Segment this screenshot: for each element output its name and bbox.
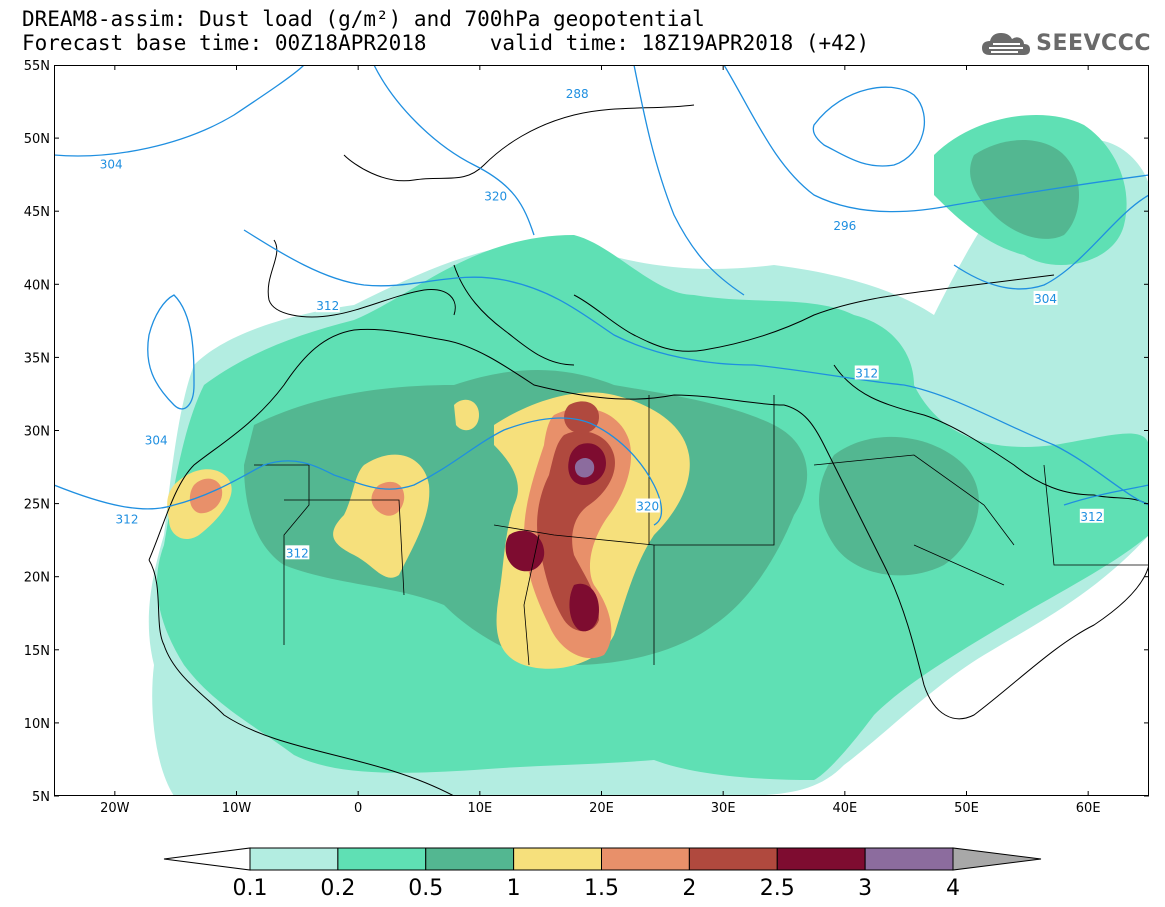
colorbar-label: 1.5 (584, 876, 619, 901)
longitude-axis (114, 65, 1089, 796)
lat-label: 10N (24, 717, 50, 732)
map-title-line2: Forecast base time: 00Z18APR2018 valid t… (22, 31, 870, 55)
contour-label-bg (1079, 508, 1104, 523)
colorbar-segment (425, 847, 515, 871)
geopotential-contours (54, 65, 1149, 526)
colorbar-segment (337, 847, 427, 871)
lon-label: 60E (1076, 801, 1101, 816)
contour-label: 320 (484, 190, 507, 204)
lat-label: 15N (24, 644, 50, 659)
contour-label-bg (315, 298, 340, 313)
contour-label-bg (1033, 290, 1058, 305)
contour-label: 312 (855, 366, 878, 380)
latitude-axis (54, 65, 1149, 797)
contour-label: 304 (1034, 292, 1057, 306)
colorbar-label: 0.5 (408, 876, 443, 901)
lon-label: 40E (832, 801, 857, 816)
dust-shading-3 (574, 458, 595, 478)
lat-label: 50N (24, 132, 50, 147)
contour-label: 320 (636, 500, 659, 514)
colorbar-low-extension (163, 847, 251, 871)
contour-labels: 288 304 320 296 304 312 304 312 320 312 312 312 (99, 86, 1104, 560)
contour-label: 312 (1080, 510, 1103, 524)
colorbar-high-extension (952, 847, 1042, 871)
contour-label-bg (285, 545, 310, 560)
contour-label-bg (832, 217, 857, 232)
contour-label: 296 (833, 219, 856, 233)
contour-label: 312 (116, 513, 139, 527)
contour-label-bg (99, 156, 124, 171)
dust-load-map: 288 304 320 296 304 312 304 312 320 312 312 312 (54, 65, 1149, 797)
colorbar-label: 4 (946, 876, 960, 901)
lat-label: 20N (24, 571, 50, 586)
lat-label: 55N (24, 59, 50, 74)
contour-label-bg (483, 188, 508, 203)
lon-label: 30E (711, 801, 736, 816)
colorbar-label: 1 (507, 876, 521, 901)
lon-label: 50E (954, 801, 979, 816)
contour-label-bg (144, 432, 169, 447)
coastlines (148, 104, 1149, 796)
colorbar-segment (864, 847, 954, 871)
contour-label: 288 (566, 87, 589, 101)
contour-label-bg (115, 511, 139, 526)
contour-label: 304 (100, 157, 123, 171)
contour-label: 304 (145, 434, 168, 448)
colorbar-segment (513, 847, 602, 871)
colorbar-label: 0.1 (233, 876, 268, 901)
contour-label-bg (854, 365, 879, 380)
map-title-line1: DREAM8-assim: Dust load (g/m²) and 700hP… (22, 7, 705, 31)
lon-label: 10W (222, 801, 252, 816)
colorbar-label: 3 (858, 876, 872, 901)
lat-label: 30N (24, 425, 50, 440)
contour-label: 312 (316, 299, 339, 313)
country-borders (254, 395, 1149, 666)
contour-label-bg (565, 86, 590, 101)
lon-label: 20W (100, 801, 130, 816)
colorbar-segment (776, 847, 866, 871)
colorbar-label: 2.5 (760, 876, 795, 901)
lon-label: 0 (354, 801, 362, 816)
cloud-icon (982, 33, 1031, 55)
colorbar-segment (688, 847, 778, 871)
lat-label: 5N (32, 790, 50, 805)
contour-label-bg (635, 498, 660, 513)
seevccc-logo: SEEVCCC (980, 26, 1151, 60)
lon-label: 20E (589, 801, 614, 816)
lon-label: 10E (467, 801, 492, 816)
colorbar-label: 0.2 (320, 876, 355, 901)
logo-text: SEEVCCC (1036, 30, 1151, 56)
colorbar-label: 2 (682, 876, 696, 901)
colorbar-segment (601, 847, 690, 871)
lat-label: 45N (24, 205, 50, 220)
dust-load-colorbar: 0.1 0.2 0.5 1 1.5 2 2.5 3 4 (163, 847, 1042, 901)
contour-label: 312 (286, 546, 309, 560)
lat-label: 40N (24, 278, 50, 293)
lat-label: 25N (24, 498, 50, 513)
lat-label: 35N (24, 351, 50, 366)
colorbar-segment (249, 847, 339, 871)
